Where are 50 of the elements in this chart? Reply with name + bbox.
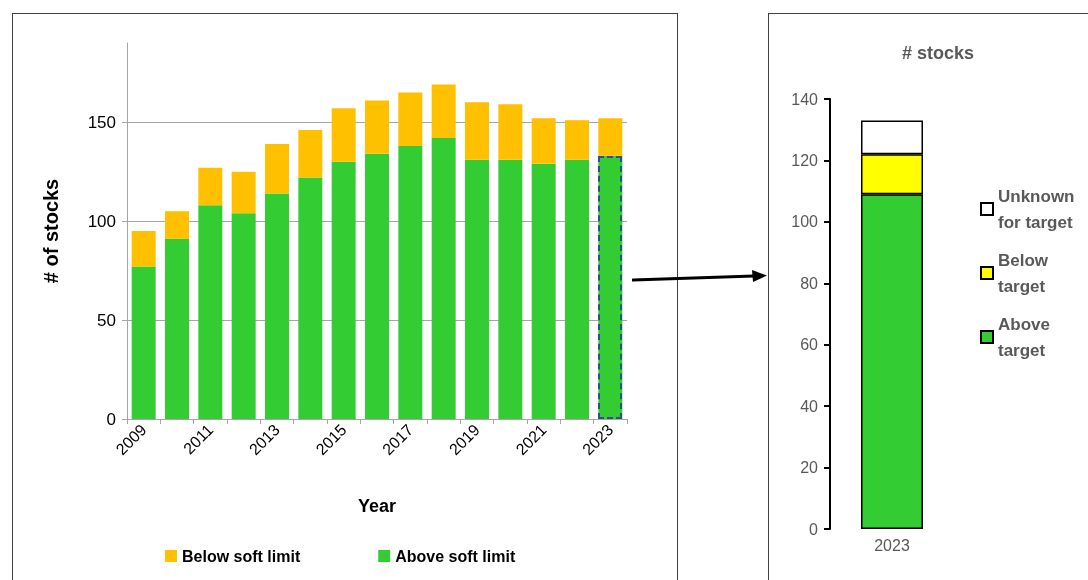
- bar: [398, 145, 423, 419]
- y-tick-label: 140: [791, 90, 819, 108]
- legend-label: Above soft limit: [395, 547, 516, 565]
- bar: [498, 159, 523, 419]
- bar: [298, 177, 323, 419]
- legend-label: Unknown for target: [998, 186, 1080, 232]
- bar: [531, 118, 556, 164]
- bar: [431, 137, 456, 419]
- bar: [465, 102, 489, 160]
- legend-label: Above target: [998, 314, 1055, 360]
- bar: [598, 118, 623, 156]
- chart-title: # stocks: [901, 43, 975, 63]
- bar: [265, 193, 289, 419]
- bar: [531, 163, 556, 419]
- bar: [565, 159, 589, 419]
- y-tick-label: 20: [800, 459, 819, 477]
- y-tick-label: 80: [800, 274, 819, 292]
- bar: [198, 167, 223, 206]
- bar: [365, 153, 389, 419]
- bar: [498, 104, 523, 160]
- bar: [465, 159, 489, 419]
- x-tick-label: 2023: [874, 536, 910, 554]
- legend-label: Below target: [998, 250, 1053, 296]
- y-tick-label: 40: [800, 397, 819, 415]
- bar: [265, 143, 289, 194]
- bar: [131, 231, 156, 267]
- bar: [398, 92, 423, 146]
- bar: [365, 100, 389, 154]
- y-tick-label: 0: [106, 409, 116, 429]
- bar: [298, 130, 323, 178]
- legend-label: Below soft limit: [182, 547, 301, 565]
- bar: [565, 120, 589, 160]
- y-axis-title: # of stocks: [40, 178, 62, 284]
- bar: [431, 84, 456, 138]
- y-tick-label: 100: [791, 213, 819, 231]
- bar: [331, 108, 356, 162]
- bar: [131, 266, 156, 419]
- y-tick-label: 100: [87, 211, 116, 231]
- bar: [331, 161, 356, 419]
- bar: [198, 205, 223, 419]
- y-tick-label: 50: [97, 310, 116, 330]
- x-axis-title: Year: [357, 496, 397, 516]
- bar: [165, 211, 189, 239]
- y-tick-label: 60: [800, 336, 819, 354]
- y-tick-label: 120: [791, 151, 819, 169]
- bar: [231, 171, 256, 214]
- y-tick-label: 150: [87, 112, 116, 132]
- bar: [231, 213, 256, 419]
- bar: [165, 238, 189, 419]
- y-tick-label: 0: [809, 520, 819, 538]
